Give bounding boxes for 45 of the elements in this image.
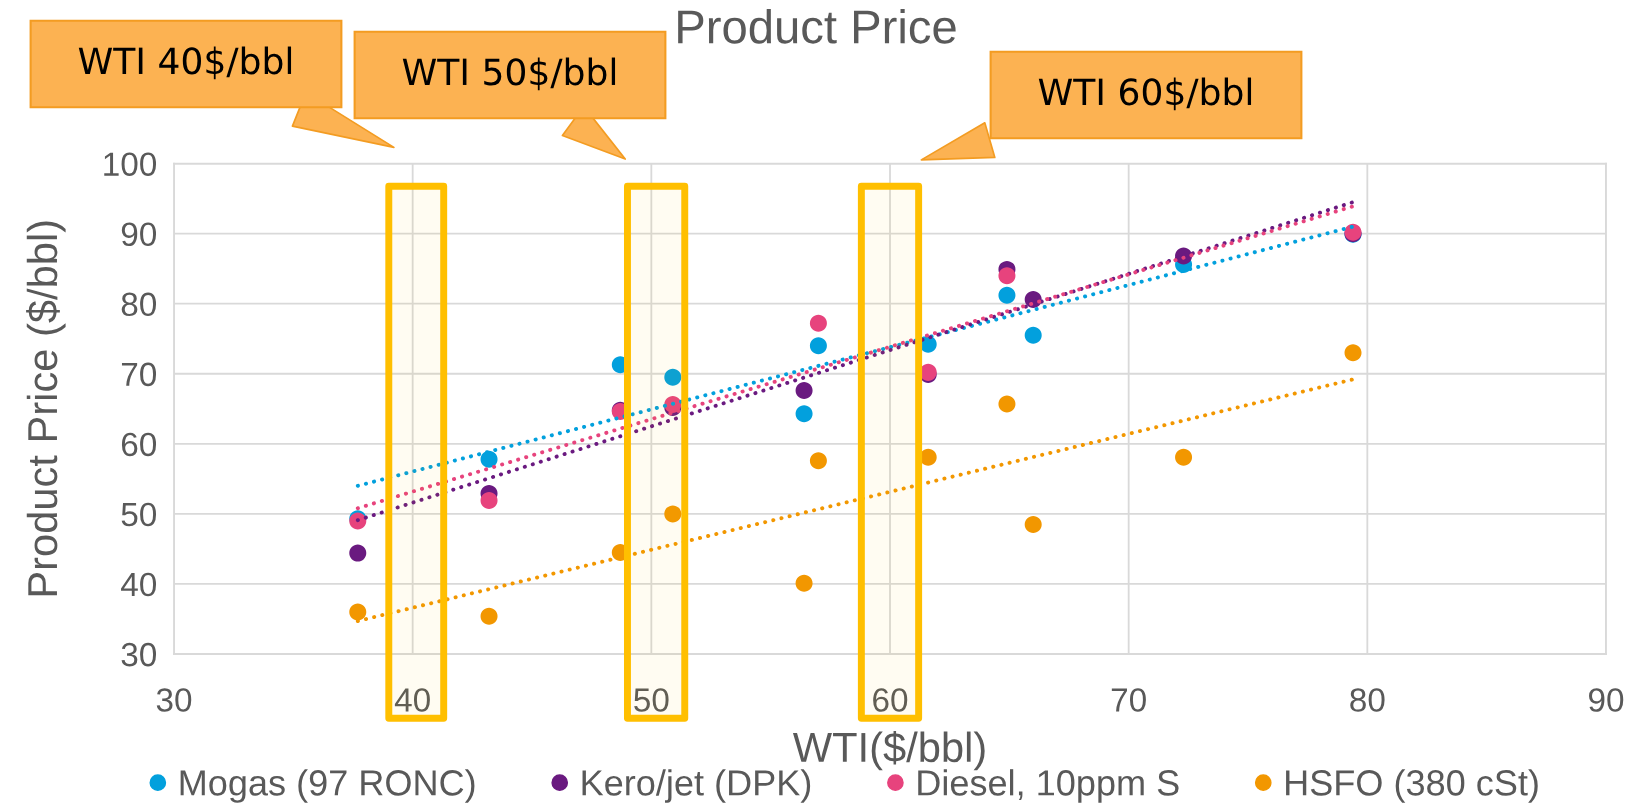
point bbox=[998, 395, 1016, 413]
x-tick-label: 60 bbox=[873, 688, 908, 712]
x-tick-label: 50 bbox=[634, 688, 669, 712]
point bbox=[809, 452, 827, 470]
y-axis-title: Product Price ($/bbl) bbox=[26, 221, 66, 596]
y-tick-label: 100 bbox=[104, 152, 157, 177]
point bbox=[664, 505, 682, 523]
point bbox=[480, 607, 498, 625]
point bbox=[809, 314, 827, 332]
legend-label: Diesel, 10ppm S bbox=[918, 769, 1179, 803]
point bbox=[664, 368, 682, 386]
text: WTI 60$/bbl bbox=[1038, 77, 1252, 111]
y-tick-label: 30 bbox=[121, 642, 157, 667]
x-tick-label: 40 bbox=[394, 688, 430, 712]
text: WTI 50$/bbl bbox=[402, 57, 616, 91]
point bbox=[480, 450, 498, 468]
point bbox=[349, 544, 367, 562]
point bbox=[795, 382, 813, 400]
y-tick-label: 40 bbox=[121, 572, 157, 597]
y-tick-label: 80 bbox=[121, 292, 157, 317]
point bbox=[1175, 448, 1193, 466]
point bbox=[998, 267, 1016, 285]
y-tick-label: 90 bbox=[121, 222, 157, 247]
y-tick-label: 60 bbox=[121, 432, 157, 457]
point bbox=[795, 574, 813, 592]
point bbox=[795, 405, 813, 423]
legend-label: Kero/jet (DPK) bbox=[582, 769, 811, 803]
x-axis-title: WTI($/bbl) bbox=[792, 730, 985, 771]
y-tick-label: 70 bbox=[121, 362, 157, 387]
point bbox=[1344, 344, 1362, 362]
point bbox=[1024, 326, 1042, 344]
point bbox=[480, 492, 498, 510]
text: WTI 40$/bbl bbox=[78, 46, 292, 80]
legend-label: HSFO (380 cSt) bbox=[1286, 769, 1538, 803]
point bbox=[1024, 515, 1042, 533]
x-tick-label: 70 bbox=[1111, 688, 1146, 712]
chart-title: Product Price bbox=[678, 8, 956, 44]
point bbox=[998, 286, 1016, 304]
legend-label: Mogas (97 RONC) bbox=[180, 769, 475, 803]
x-tick-label: 30 bbox=[156, 688, 192, 712]
x-tick-label: 90 bbox=[1589, 688, 1624, 712]
point bbox=[349, 603, 367, 621]
y-tick-label: 50 bbox=[121, 502, 157, 527]
x-tick-label: 80 bbox=[1350, 688, 1385, 712]
point bbox=[809, 337, 827, 355]
